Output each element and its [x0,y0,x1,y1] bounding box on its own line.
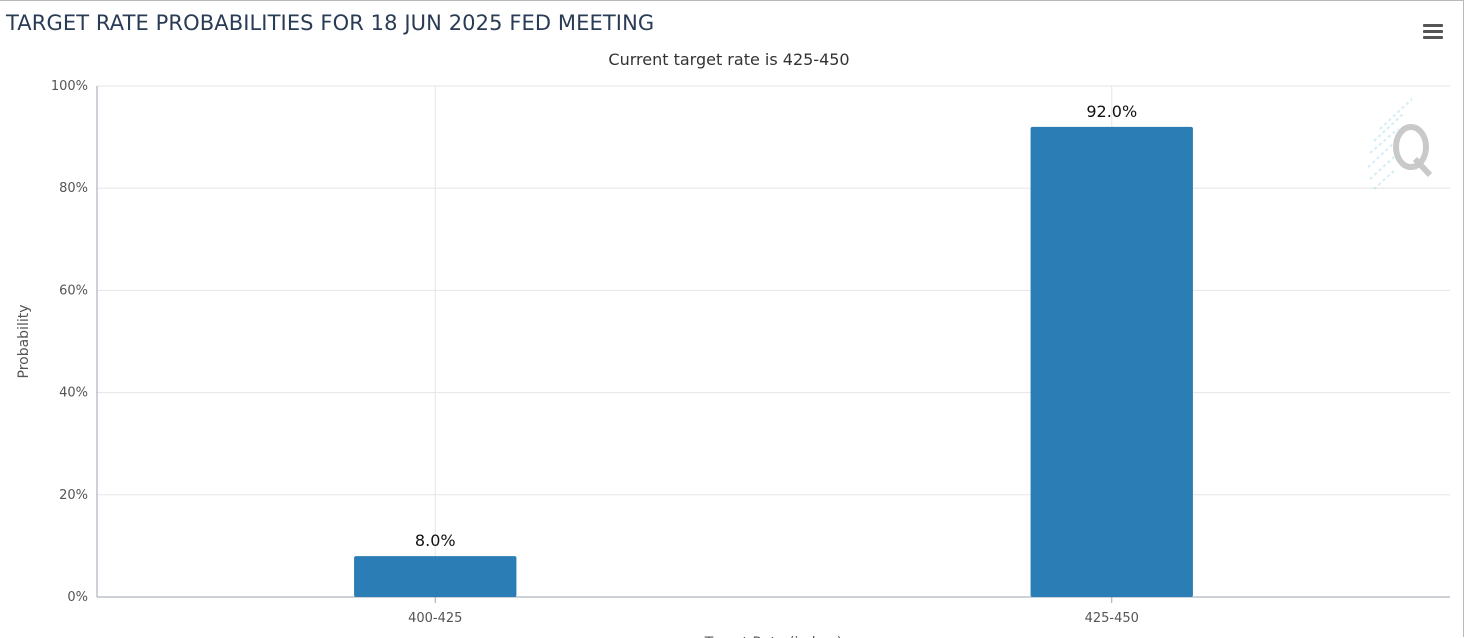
bar-400-425[interactable] [354,556,517,597]
logo-speed-line [1367,142,1395,168]
logo-speed-line [1369,128,1399,154]
y-tick-label: 0% [67,590,88,605]
menu-line [1423,30,1443,33]
y-tick-label: 60% [59,283,88,298]
menu-line [1423,24,1443,27]
menu-line [1423,36,1443,39]
logo-q-ring [1393,124,1429,170]
logo-speed-line [1379,98,1413,130]
y-tick-label: 80% [59,181,88,196]
logo-speed-line [1373,168,1397,190]
hamburger-menu-icon[interactable] [1418,19,1448,45]
chart-subtitle: Current target rate is 425-450 [608,50,850,69]
data-label: 8.0% [415,531,456,550]
y-tick-label: 20% [59,488,88,503]
chart-title: TARGET RATE PROBABILITIES FOR 18 JUN 202… [6,11,655,35]
y-axis-title: Probability [16,304,32,378]
logo-q-tail [1412,156,1433,178]
q-logo-icon [1367,98,1433,190]
bar-425-450[interactable] [1030,126,1193,597]
y-tick-label: 100% [51,79,88,94]
x-tick-label: 400-425 [408,611,462,626]
data-label: 92.0% [1086,102,1137,121]
logo-speed-line [1369,156,1395,180]
x-tick-label: 425-450 [1085,611,1139,626]
y-tick-label: 40% [59,386,88,401]
logo-speed-line [1373,112,1405,142]
